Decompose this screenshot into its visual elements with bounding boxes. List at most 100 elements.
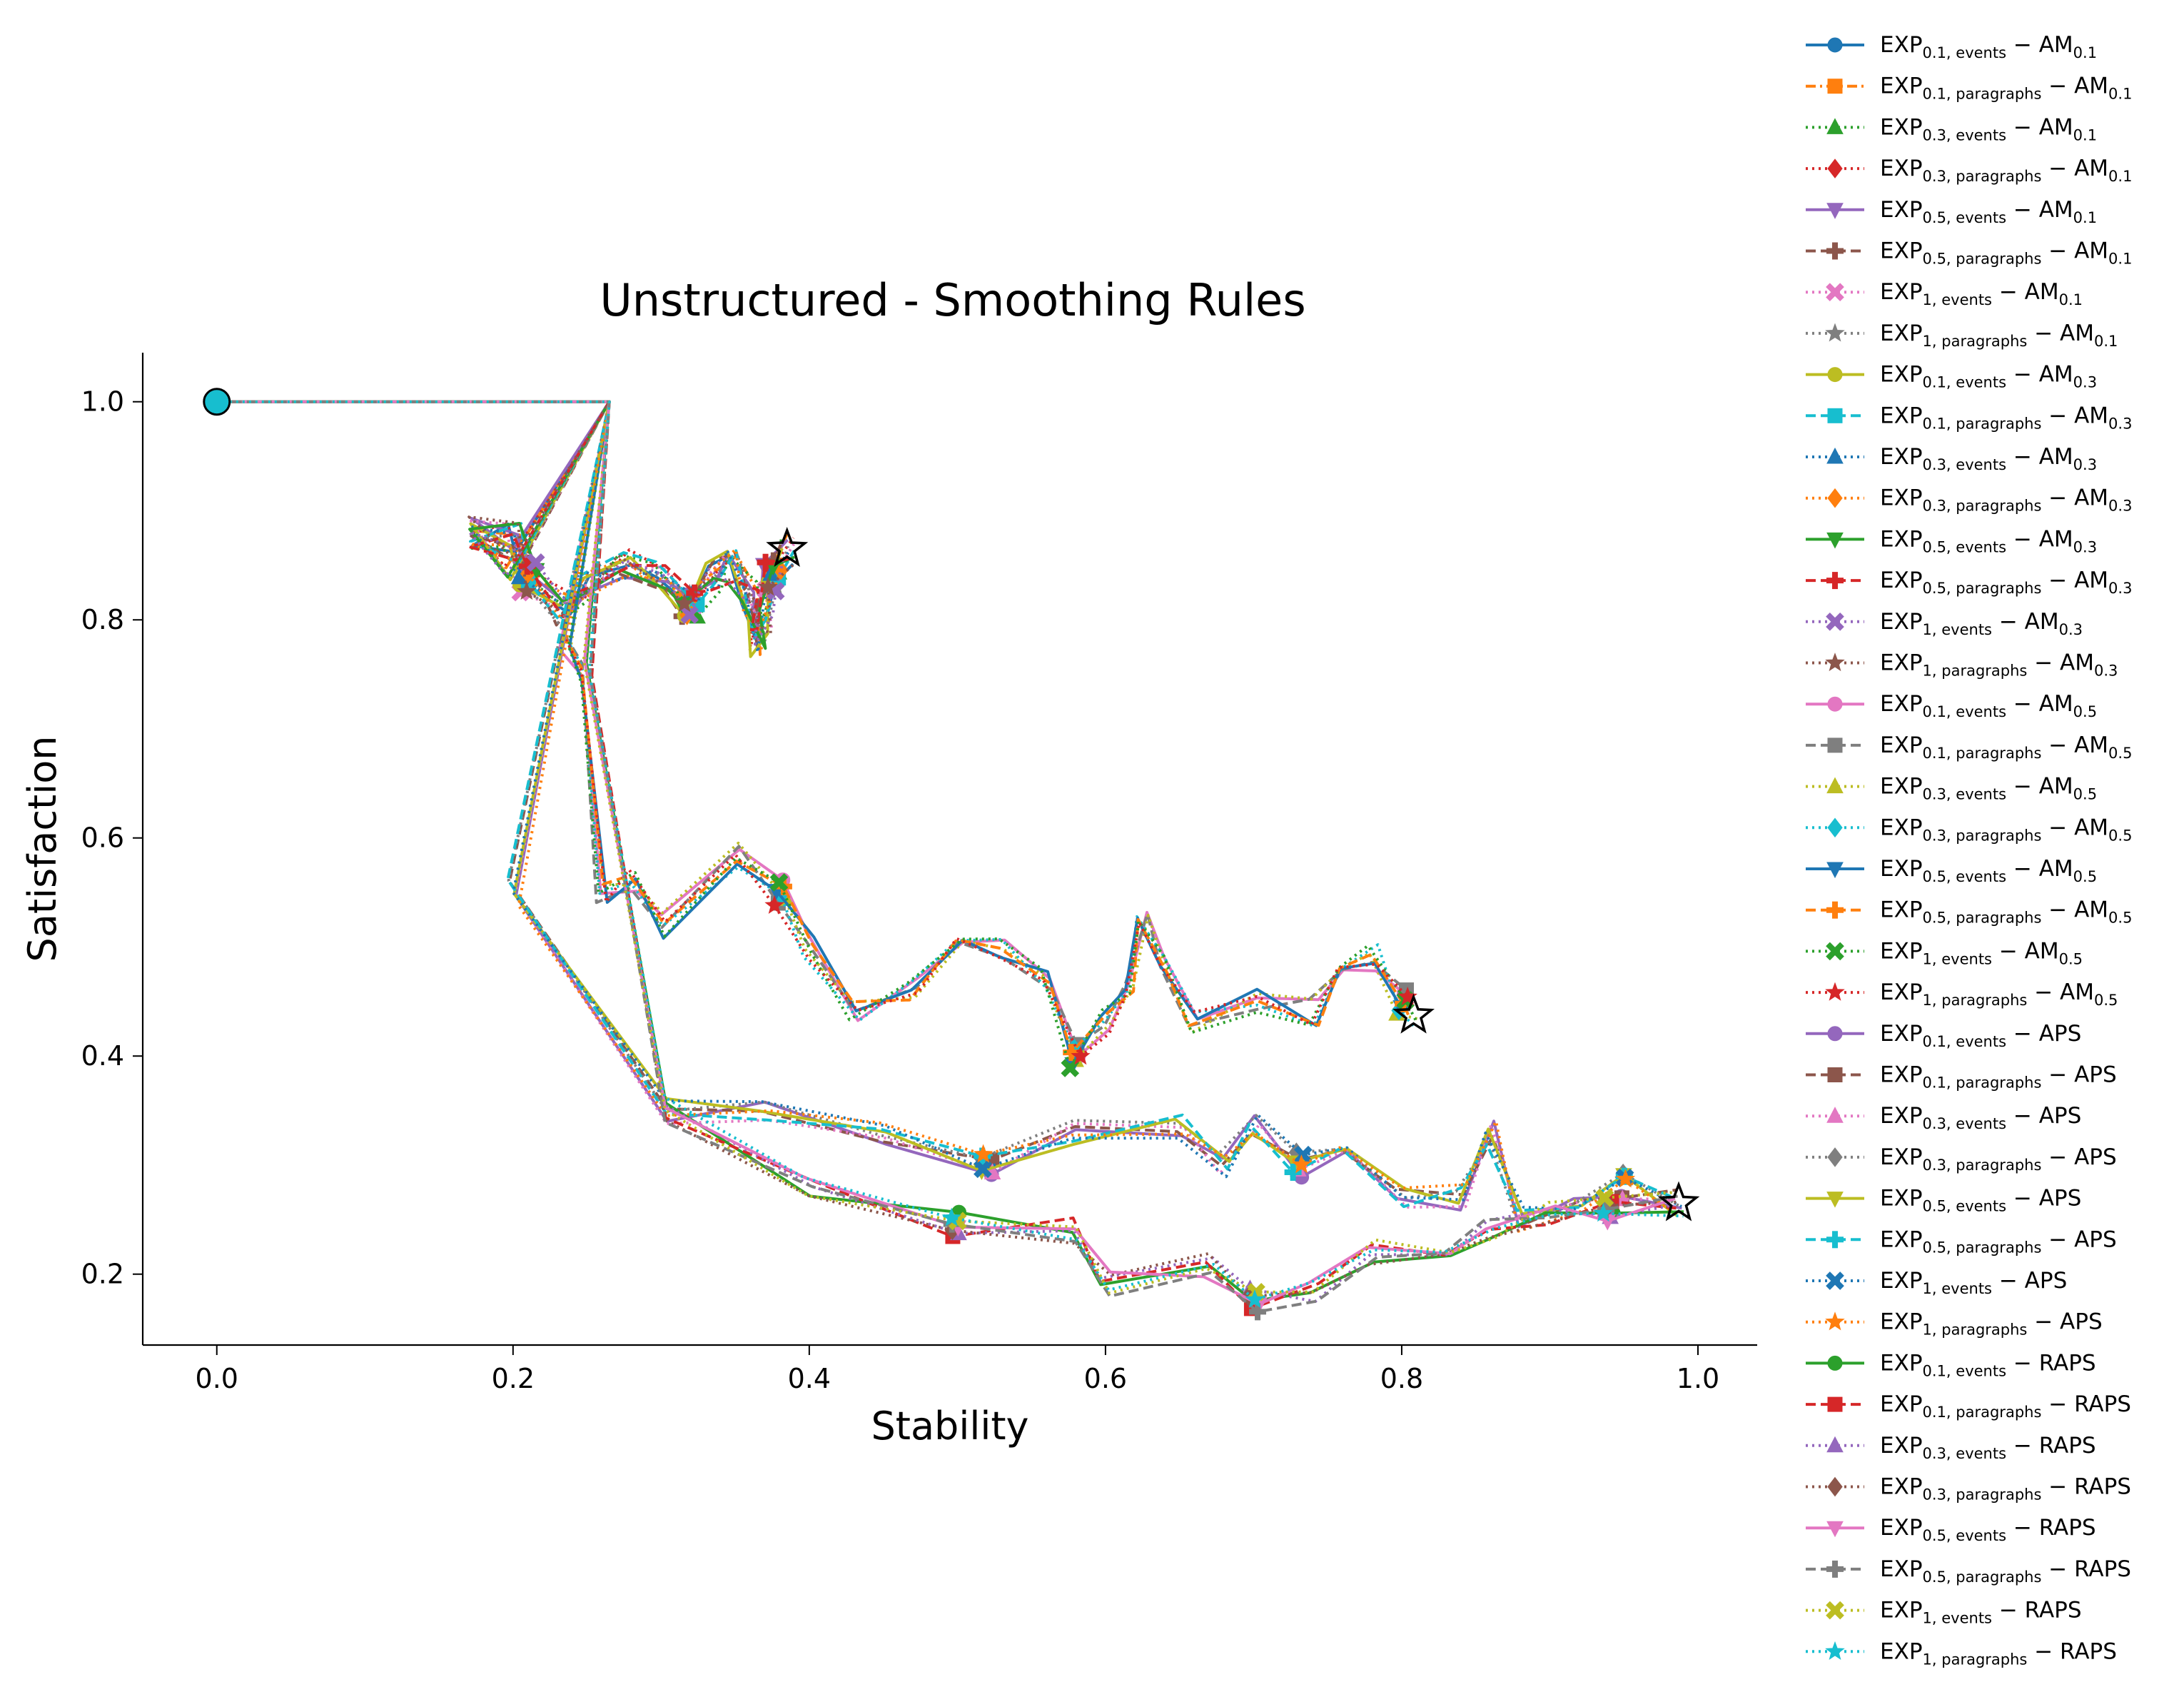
legend-label: EXP0.3, paragraphs − APS bbox=[1880, 1144, 2117, 1174]
series-line bbox=[216, 400, 1682, 1314]
series-marker bbox=[526, 553, 545, 572]
legend-item: EXP1, events − AM0.3 bbox=[1806, 609, 2083, 638]
end-star-marker bbox=[766, 526, 809, 568]
series-marker bbox=[757, 553, 774, 571]
y-tick-label: 0.8 bbox=[81, 604, 124, 635]
y-tick-label: 0.4 bbox=[81, 1040, 124, 1072]
legend-label: EXP1, paragraphs − AM0.3 bbox=[1880, 650, 2118, 680]
legend: EXP0.1, events − AM0.1 EXP0.1, paragraphs… bbox=[1806, 32, 2132, 1668]
legend-label: EXP0.3, events − AM0.1 bbox=[1880, 114, 2097, 143]
series-line bbox=[216, 400, 1677, 1295]
legend-label: EXP0.5, events − RAPS bbox=[1880, 1515, 2096, 1544]
legend-item: EXP0.5, events − AM0.3 bbox=[1806, 526, 2097, 555]
series-marker bbox=[517, 581, 537, 600]
legend-label: EXP0.3, events − AM0.5 bbox=[1880, 774, 2097, 803]
legend-label: EXP0.5, paragraphs − AM0.1 bbox=[1880, 238, 2132, 268]
series-line bbox=[216, 400, 784, 658]
legend-item: EXP0.1, events − APS bbox=[1806, 1021, 2081, 1050]
legend-marker bbox=[1825, 1641, 1845, 1660]
legend-item: EXP0.5, events − AM0.1 bbox=[1806, 197, 2097, 226]
legend-label: EXP0.1, paragraphs − AM0.3 bbox=[1880, 403, 2132, 432]
end-star-marker bbox=[1657, 1181, 1700, 1222]
legend-marker bbox=[1826, 1271, 1844, 1290]
series-marker bbox=[1593, 1203, 1614, 1222]
legend-marker bbox=[1827, 1355, 1843, 1371]
legend-item: EXP1, paragraphs − AM0.1 bbox=[1806, 321, 2118, 350]
legend-label: EXP0.5, events − AM0.1 bbox=[1880, 197, 2097, 226]
legend-marker bbox=[1827, 696, 1843, 712]
legend-marker bbox=[1826, 118, 1844, 134]
legend-item: EXP0.1, paragraphs − APS bbox=[1806, 1062, 2117, 1092]
legend-marker bbox=[1826, 572, 1844, 590]
legend-item: EXP1, events − RAPS bbox=[1806, 1598, 2082, 1627]
legend-item: EXP0.3, paragraphs − AM0.3 bbox=[1806, 485, 2132, 515]
series-15 bbox=[216, 400, 797, 636]
x-tick-label: 0.4 bbox=[788, 1363, 831, 1394]
legend-item: EXP1, events − AM0.5 bbox=[1806, 938, 2083, 967]
series-marker bbox=[1071, 1046, 1091, 1065]
legend-item: EXP0.3, paragraphs − APS bbox=[1806, 1144, 2117, 1174]
legend-marker bbox=[1827, 1067, 1843, 1082]
series-line bbox=[216, 400, 1674, 1304]
legend-marker bbox=[1826, 1107, 1844, 1123]
legend-item: EXP0.1, paragraphs − AM0.1 bbox=[1806, 74, 2132, 103]
legend-label: EXP1, paragraphs − AM0.1 bbox=[1880, 321, 2118, 350]
series-line bbox=[216, 400, 784, 646]
legend-item: EXP0.5, paragraphs − AM0.1 bbox=[1806, 238, 2132, 268]
legend-marker bbox=[1827, 37, 1843, 53]
legend-item: EXP1, paragraphs − AM0.5 bbox=[1806, 980, 2118, 1009]
series-marker bbox=[1397, 986, 1417, 1006]
legend-label: EXP0.5, events − AM0.5 bbox=[1880, 856, 2097, 885]
legend-item: EXP0.1, events − AM0.1 bbox=[1806, 32, 2097, 61]
series-line bbox=[216, 400, 1676, 1306]
series-marker bbox=[1245, 1289, 1265, 1309]
legend-item: EXP0.3, paragraphs − AM0.5 bbox=[1806, 815, 2132, 844]
legend-label: EXP0.3, paragraphs − AM0.5 bbox=[1880, 815, 2132, 844]
legend-item: EXP0.5, paragraphs − AM0.3 bbox=[1806, 568, 2132, 597]
legend-item: EXP1, paragraphs − RAPS bbox=[1806, 1638, 2117, 1668]
legend-marker bbox=[1825, 323, 1845, 342]
legend-label: EXP0.1, events − AM0.3 bbox=[1880, 362, 2097, 391]
legend-item: EXP0.1, events − AM0.3 bbox=[1806, 362, 2097, 391]
legend-item: EXP0.3, paragraphs − AM0.1 bbox=[1806, 156, 2132, 185]
legend-label: EXP0.3, events − AM0.3 bbox=[1880, 444, 2097, 473]
series-line bbox=[216, 400, 1419, 1069]
y-axis-label: Satisfaction bbox=[20, 736, 65, 962]
legend-marker bbox=[1826, 1560, 1844, 1578]
legend-label: EXP0.5, events − AM0.3 bbox=[1880, 526, 2097, 555]
x-tick-label: 0.0 bbox=[196, 1363, 238, 1394]
x-tick-label: 1.0 bbox=[1677, 1363, 1719, 1394]
series-marker bbox=[974, 1159, 992, 1179]
series-marker bbox=[764, 895, 784, 914]
legend-marker bbox=[1825, 982, 1845, 1001]
legend-item: EXP0.5, events − RAPS bbox=[1806, 1515, 2096, 1544]
series-line bbox=[216, 400, 784, 636]
x-tick-label: 0.2 bbox=[492, 1363, 535, 1394]
legend-marker bbox=[1827, 408, 1843, 423]
legend-item: EXP0.1, paragraphs − AM0.5 bbox=[1806, 732, 2132, 762]
chart-title: Unstructured - Smoothing Rules bbox=[600, 274, 1305, 326]
legend-label: EXP0.5, paragraphs − AM0.5 bbox=[1880, 897, 2132, 927]
series-line bbox=[216, 400, 1679, 1233]
end-star-marker bbox=[1392, 993, 1435, 1034]
legend-label: EXP0.1, paragraphs − AM0.5 bbox=[1880, 732, 2132, 762]
legend-item: EXP0.5, events − AM0.5 bbox=[1806, 856, 2097, 885]
start-point-marker bbox=[203, 388, 231, 416]
legend-item: EXP0.5, events − APS bbox=[1806, 1186, 2081, 1215]
series-line bbox=[216, 400, 1682, 1211]
legend-marker bbox=[1826, 447, 1844, 464]
legend-marker bbox=[1826, 283, 1844, 302]
legend-marker bbox=[1826, 1231, 1844, 1249]
legend-marker bbox=[1826, 532, 1844, 549]
legend-label: EXP0.1, events − APS bbox=[1880, 1021, 2081, 1050]
legend-marker bbox=[1827, 1476, 1843, 1497]
legend-item: EXP0.1, events − RAPS bbox=[1806, 1350, 2096, 1379]
series-marker bbox=[674, 593, 694, 613]
legend-item: EXP0.3, events − RAPS bbox=[1806, 1433, 2096, 1462]
series-marker bbox=[1061, 1059, 1080, 1077]
legend-label: EXP0.5, paragraphs − APS bbox=[1880, 1227, 2117, 1256]
legend-label: EXP1, paragraphs − AM0.5 bbox=[1880, 980, 2118, 1009]
x-tick-label: 0.8 bbox=[1380, 1363, 1423, 1394]
legend-label: EXP0.5, events − APS bbox=[1880, 1186, 2081, 1215]
legend-marker bbox=[1826, 777, 1844, 794]
